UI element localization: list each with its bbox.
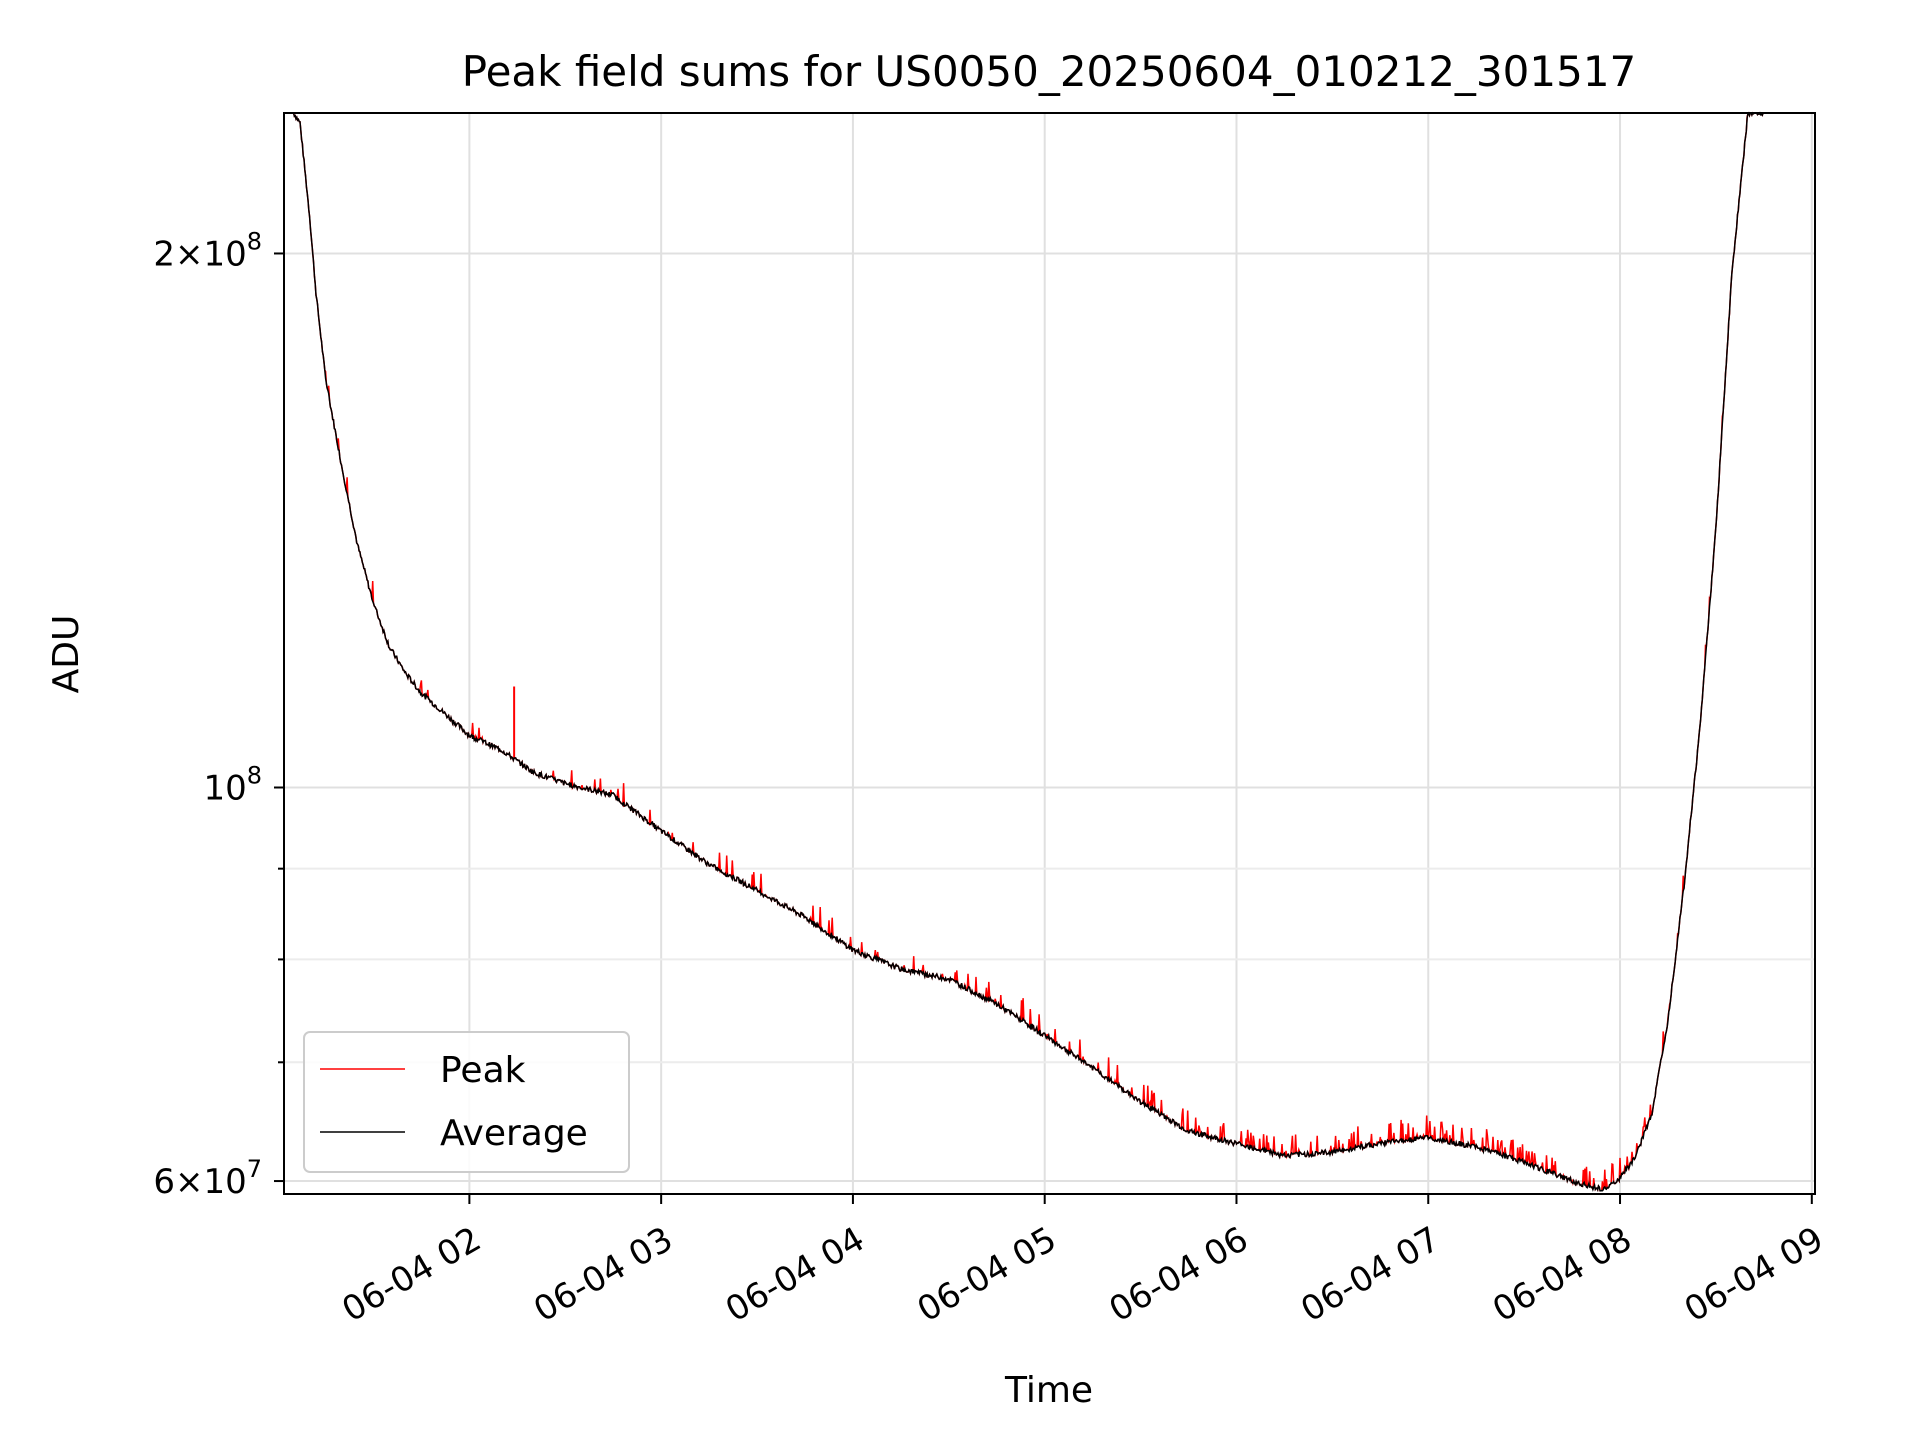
y-axis-label: ADU [46, 615, 87, 694]
legend: Peak Average [303, 1031, 630, 1173]
y-tick-label: 6×107 [153, 1155, 262, 1202]
x-axis-label: Time [1004, 1370, 1093, 1411]
plot-frame [283, 112, 1816, 1195]
series-layer [292, 111, 1764, 1193]
plot-area [284, 113, 1815, 1194]
chart-title: Peak field sums for US0050_20250604_0102… [462, 47, 1637, 96]
legend-label-peak: Peak [440, 1050, 526, 1091]
y-tick-label: 108 [203, 761, 262, 808]
y-axis: 6×107 108 2×108 [153, 227, 284, 1202]
grid-lines [284, 113, 1815, 1194]
legend-label-average: Average [440, 1113, 588, 1154]
legend-box [303, 1031, 630, 1173]
series-line-average [292, 111, 1764, 1193]
y-tick-label: 2×108 [153, 227, 262, 274]
